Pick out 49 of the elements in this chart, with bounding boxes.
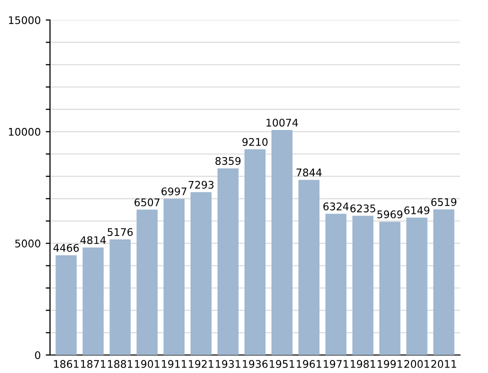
- x-tick-label: 1971: [324, 360, 348, 368]
- bar: [352, 216, 374, 355]
- data-label: 6235: [350, 204, 376, 212]
- x-tick-label: 1861: [54, 360, 78, 368]
- x-tick-label: 1931: [216, 360, 240, 368]
- bar: [271, 130, 292, 355]
- data-label: 6997: [162, 187, 186, 196]
- bar: [406, 218, 428, 355]
- bar: [433, 209, 454, 355]
- data-label: 5176: [108, 228, 133, 236]
- data-label: 6324: [323, 202, 349, 210]
- x-tick-label: 2011: [431, 360, 456, 368]
- bar: [298, 180, 320, 355]
- data-label: 5969: [377, 210, 402, 218]
- x-tick-label: 1901: [134, 360, 160, 368]
- data-label: 4814: [80, 236, 106, 244]
- data-label: 6149: [404, 206, 430, 214]
- x-tick-label: 2001: [404, 360, 430, 368]
- bar: [82, 247, 104, 355]
- bar: [244, 149, 266, 355]
- y-tick-label: 5000: [15, 240, 40, 248]
- y-tick-label: 10000: [8, 128, 40, 136]
- x-tick-label: 1871: [81, 360, 106, 368]
- data-label: 4466: [53, 244, 79, 252]
- bar: [110, 239, 131, 355]
- bar: [190, 192, 212, 355]
- data-label: 8359: [215, 157, 241, 165]
- bar: [218, 168, 239, 355]
- x-tick-label: 1936: [242, 360, 268, 368]
- data-label: 7293: [188, 180, 214, 189]
- bar: [379, 222, 400, 355]
- data-label: 9210: [242, 138, 268, 146]
- y-tick-label: 15000: [8, 16, 40, 24]
- x-tick-label: 1991: [378, 360, 402, 368]
- bar: [164, 198, 185, 355]
- bar: [325, 214, 346, 355]
- x-tick-label: 1981: [350, 360, 376, 368]
- data-label: 6507: [134, 198, 160, 206]
- bar: [56, 255, 77, 355]
- data-label: 6519: [431, 198, 456, 206]
- y-tick-label: 0: [35, 351, 40, 360]
- x-tick-label: 1881: [108, 360, 132, 368]
- bar: [136, 210, 158, 355]
- x-tick-label: 1921: [188, 360, 214, 368]
- x-tick-label: 1951: [270, 360, 294, 368]
- data-label: 10074: [266, 118, 298, 127]
- data-label: 7844: [296, 168, 322, 176]
- x-tick-label: 1911: [162, 360, 186, 368]
- x-tick-label: 1961: [296, 360, 322, 368]
